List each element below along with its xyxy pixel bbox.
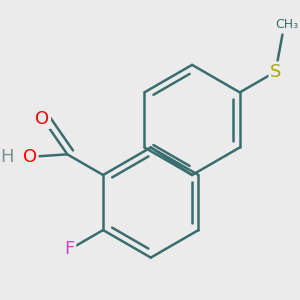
- Text: O: O: [35, 110, 50, 128]
- Text: O: O: [23, 148, 37, 166]
- Text: S: S: [270, 63, 281, 81]
- Text: F: F: [64, 240, 75, 258]
- Text: CH₃: CH₃: [275, 18, 298, 32]
- Text: H: H: [0, 148, 14, 166]
